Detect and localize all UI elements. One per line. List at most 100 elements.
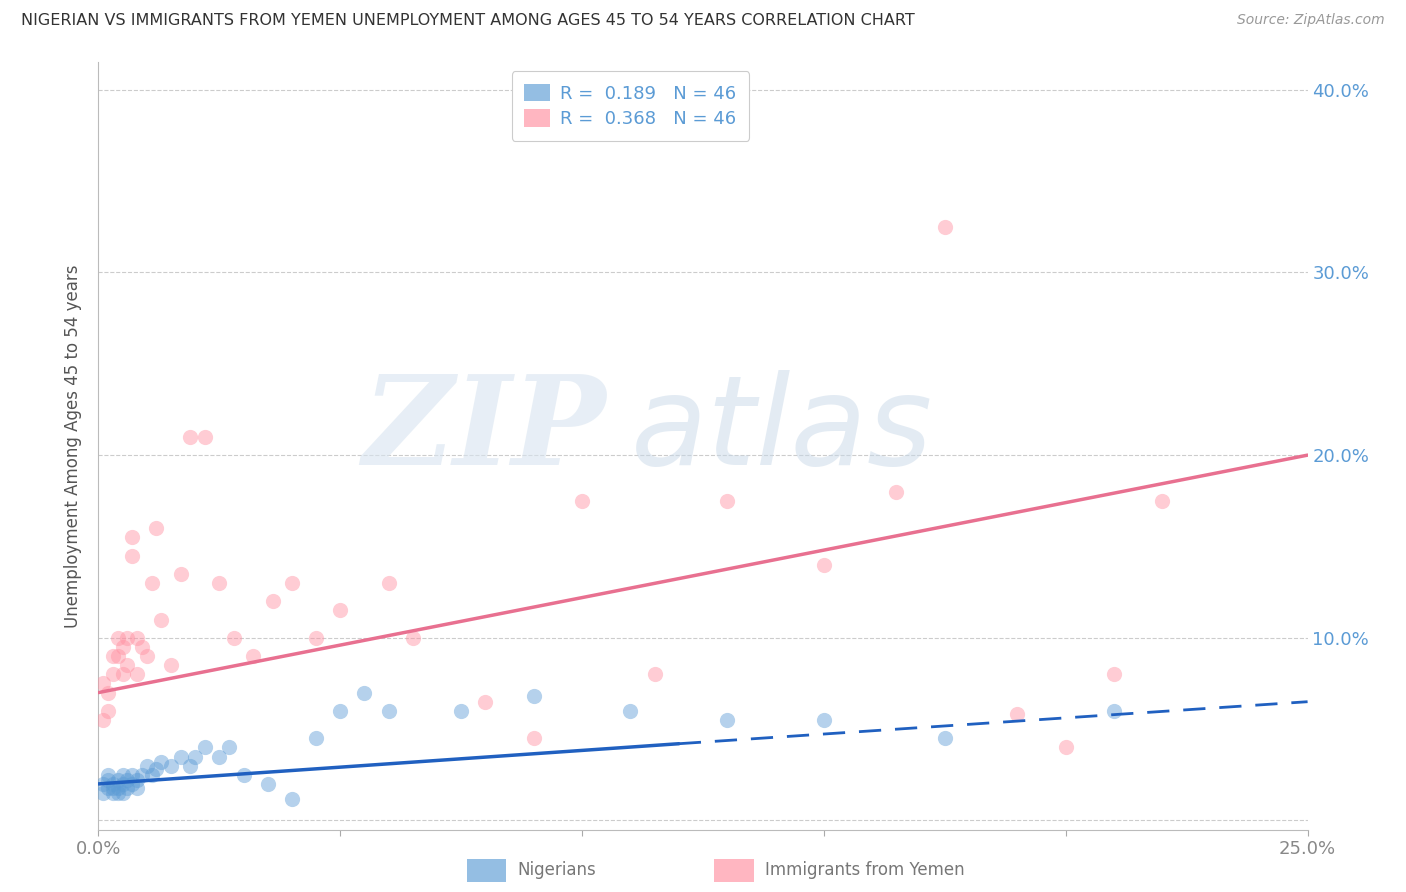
Point — [262, 594, 284, 608]
Point — [208, 576, 231, 591]
Point — [571, 493, 593, 508]
Point — [101, 777, 124, 791]
Point — [111, 777, 134, 791]
Point — [305, 731, 328, 746]
Point — [169, 749, 191, 764]
Point — [329, 704, 352, 718]
Point — [1102, 667, 1125, 681]
Text: Source: ZipAtlas.com: Source: ZipAtlas.com — [1237, 13, 1385, 28]
Point — [222, 631, 245, 645]
Point — [194, 430, 217, 444]
Text: Immigrants from Yemen: Immigrants from Yemen — [765, 861, 965, 879]
Point — [135, 758, 157, 772]
Point — [121, 777, 143, 791]
Point — [127, 773, 149, 788]
Point — [131, 768, 153, 782]
Point — [117, 658, 139, 673]
Point — [91, 777, 114, 791]
Point — [402, 631, 425, 645]
Point — [886, 484, 908, 499]
Point — [145, 762, 167, 776]
Point — [716, 713, 738, 727]
Point — [97, 773, 120, 788]
Point — [523, 690, 546, 704]
Point — [97, 704, 120, 718]
Point — [329, 603, 352, 617]
Point — [91, 713, 114, 727]
Point — [179, 758, 201, 772]
Point — [813, 558, 835, 572]
Point — [101, 667, 124, 681]
Point — [644, 667, 666, 681]
Point — [305, 631, 328, 645]
Point — [141, 576, 163, 591]
Point — [184, 749, 207, 764]
Point — [353, 685, 375, 699]
Point — [474, 695, 496, 709]
Point — [111, 640, 134, 654]
Point — [281, 791, 304, 805]
Point — [91, 676, 114, 690]
Bar — [714, 859, 754, 882]
Point — [97, 780, 120, 795]
Text: NIGERIAN VS IMMIGRANTS FROM YEMEN UNEMPLOYMENT AMONG AGES 45 TO 54 YEARS CORRELA: NIGERIAN VS IMMIGRANTS FROM YEMEN UNEMPL… — [21, 13, 915, 29]
Point — [127, 780, 149, 795]
Point — [91, 786, 114, 800]
Point — [716, 493, 738, 508]
Point — [160, 658, 183, 673]
Point — [179, 430, 201, 444]
Legend: R =  0.189   N = 46, R =  0.368   N = 46: R = 0.189 N = 46, R = 0.368 N = 46 — [512, 71, 749, 141]
Point — [107, 786, 129, 800]
Point — [107, 648, 129, 663]
Point — [281, 576, 304, 591]
Point — [111, 786, 134, 800]
Point — [141, 768, 163, 782]
Point — [377, 576, 399, 591]
Point — [97, 768, 120, 782]
Point — [523, 731, 546, 746]
Point — [934, 731, 956, 746]
Point — [1102, 704, 1125, 718]
Point — [131, 640, 153, 654]
Point — [121, 768, 143, 782]
Point — [127, 667, 149, 681]
Point — [232, 768, 254, 782]
Point — [101, 786, 124, 800]
Point — [1152, 493, 1174, 508]
Point — [117, 780, 139, 795]
Point — [127, 631, 149, 645]
Point — [117, 631, 139, 645]
Point — [813, 713, 835, 727]
Point — [121, 530, 143, 544]
Point — [169, 566, 191, 581]
Point — [242, 648, 264, 663]
Point — [377, 704, 399, 718]
Point — [150, 755, 173, 769]
Point — [107, 780, 129, 795]
Point — [101, 780, 124, 795]
Y-axis label: Unemployment Among Ages 45 to 54 years: Unemployment Among Ages 45 to 54 years — [65, 264, 83, 628]
Point — [150, 613, 173, 627]
Text: atlas: atlas — [630, 370, 932, 491]
Point — [121, 549, 143, 563]
Bar — [467, 859, 506, 882]
Point — [619, 704, 641, 718]
Point — [117, 773, 139, 788]
Point — [160, 758, 183, 772]
Point — [218, 740, 240, 755]
Point — [111, 667, 134, 681]
Point — [111, 768, 134, 782]
Text: Nigerians: Nigerians — [517, 861, 596, 879]
Point — [256, 777, 278, 791]
Point — [107, 631, 129, 645]
Point — [208, 749, 231, 764]
Point — [450, 704, 472, 718]
Point — [1007, 707, 1029, 722]
Point — [934, 219, 956, 234]
Point — [194, 740, 217, 755]
Point — [107, 773, 129, 788]
Point — [135, 648, 157, 663]
Point — [101, 648, 124, 663]
Point — [97, 685, 120, 699]
Text: ZIP: ZIP — [363, 370, 606, 491]
